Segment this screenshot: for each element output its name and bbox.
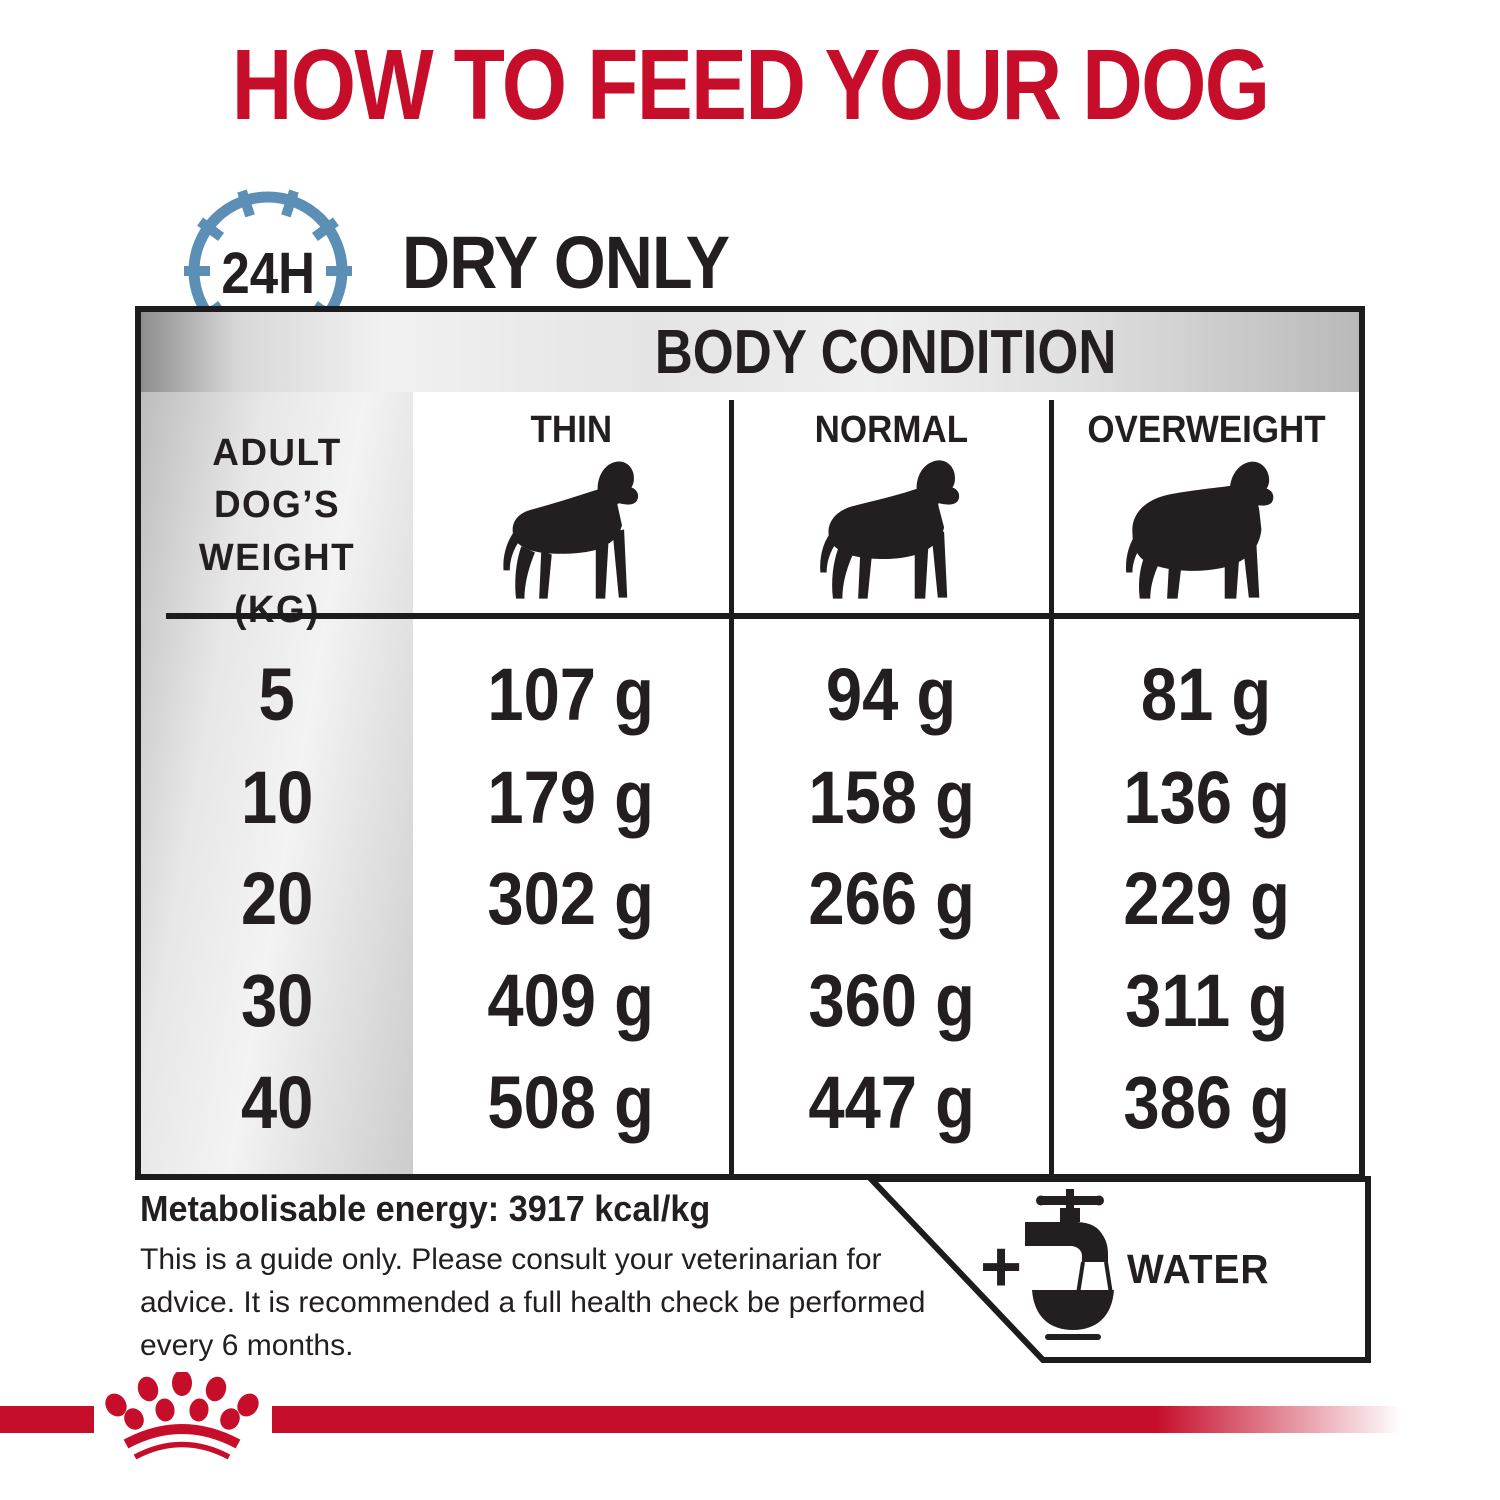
weight-value: 30 [240,958,314,1042]
brand-stripe [272,1406,1500,1433]
overweight-ration: 229 g [1123,856,1290,940]
body-condition-header: BODY CONDITION [655,317,1117,387]
feeding-mode-label: DRY ONLY [402,221,730,304]
brand-stripe [0,1406,94,1433]
royal-canin-crown-logo [105,1372,259,1460]
normal-ration: 360 g [808,958,975,1042]
thin-ration: 107 g [487,652,655,736]
water-label: WATER [1127,1246,1270,1292]
feeding-table: BODY CONDITION ADULT DOG’S WEIGHT (KG) T… [135,306,1365,1180]
clock-24h-label: 24H [221,241,315,306]
table-header-band [141,312,1359,392]
column-header-thin: THIN [530,408,612,451]
weight-value: 10 [240,755,314,839]
column-header-normal: NORMAL [814,408,969,451]
weight-value: 20 [240,856,314,940]
normal-ration: 447 g [808,1060,975,1144]
plus-sign: + [980,1227,1023,1307]
column-divider [1049,400,1054,1174]
table-row: 40 508 g 447 g 386 g [141,1050,1359,1154]
table-row: 20 302 g 266 g 229 g [141,846,1359,950]
normal-ration: 94 g [826,652,957,736]
table-row: 30 409 g 360 g 311 g [141,948,1359,1052]
normal-ration: 158 g [808,755,975,839]
thin-ration: 409 g [487,958,655,1042]
overweight-ration: 81 g [1141,652,1272,736]
thin-ration: 508 g [487,1060,655,1144]
overweight-dog-icon [1125,461,1274,599]
table-row: 5 107 g 94 g 81 g [141,642,1359,746]
thin-dog-icon [503,461,639,599]
weight-column-background [141,392,413,1174]
column-divider [729,400,734,1174]
column-header-overweight: OVERWEIGHT [1087,408,1326,451]
faucet-water-icon [1025,1189,1114,1340]
thin-ration: 179 g [487,755,655,839]
thin-ration: 302 g [487,856,655,940]
normal-dog-icon [820,460,960,599]
weight-column-header: ADULT DOG’S WEIGHT (KG) [198,432,356,632]
overweight-ration: 386 g [1123,1060,1290,1144]
weight-value: 40 [240,1060,314,1144]
overweight-ration: 311 g [1125,958,1288,1042]
weight-value: 5 [258,652,296,736]
disclaimer-text: This is a guide only. Please consult you… [140,1243,926,1363]
header-separator-line [166,613,1359,619]
page-title: HOW TO FEED YOUR DOG [231,29,1270,141]
table-row: 10 179 g 158 g 136 g [141,745,1359,849]
metabolisable-energy: Metabolisable energy: 3917 kcal/kg [140,1188,711,1229]
normal-ration: 266 g [808,856,975,940]
overweight-ration: 136 g [1123,755,1290,839]
